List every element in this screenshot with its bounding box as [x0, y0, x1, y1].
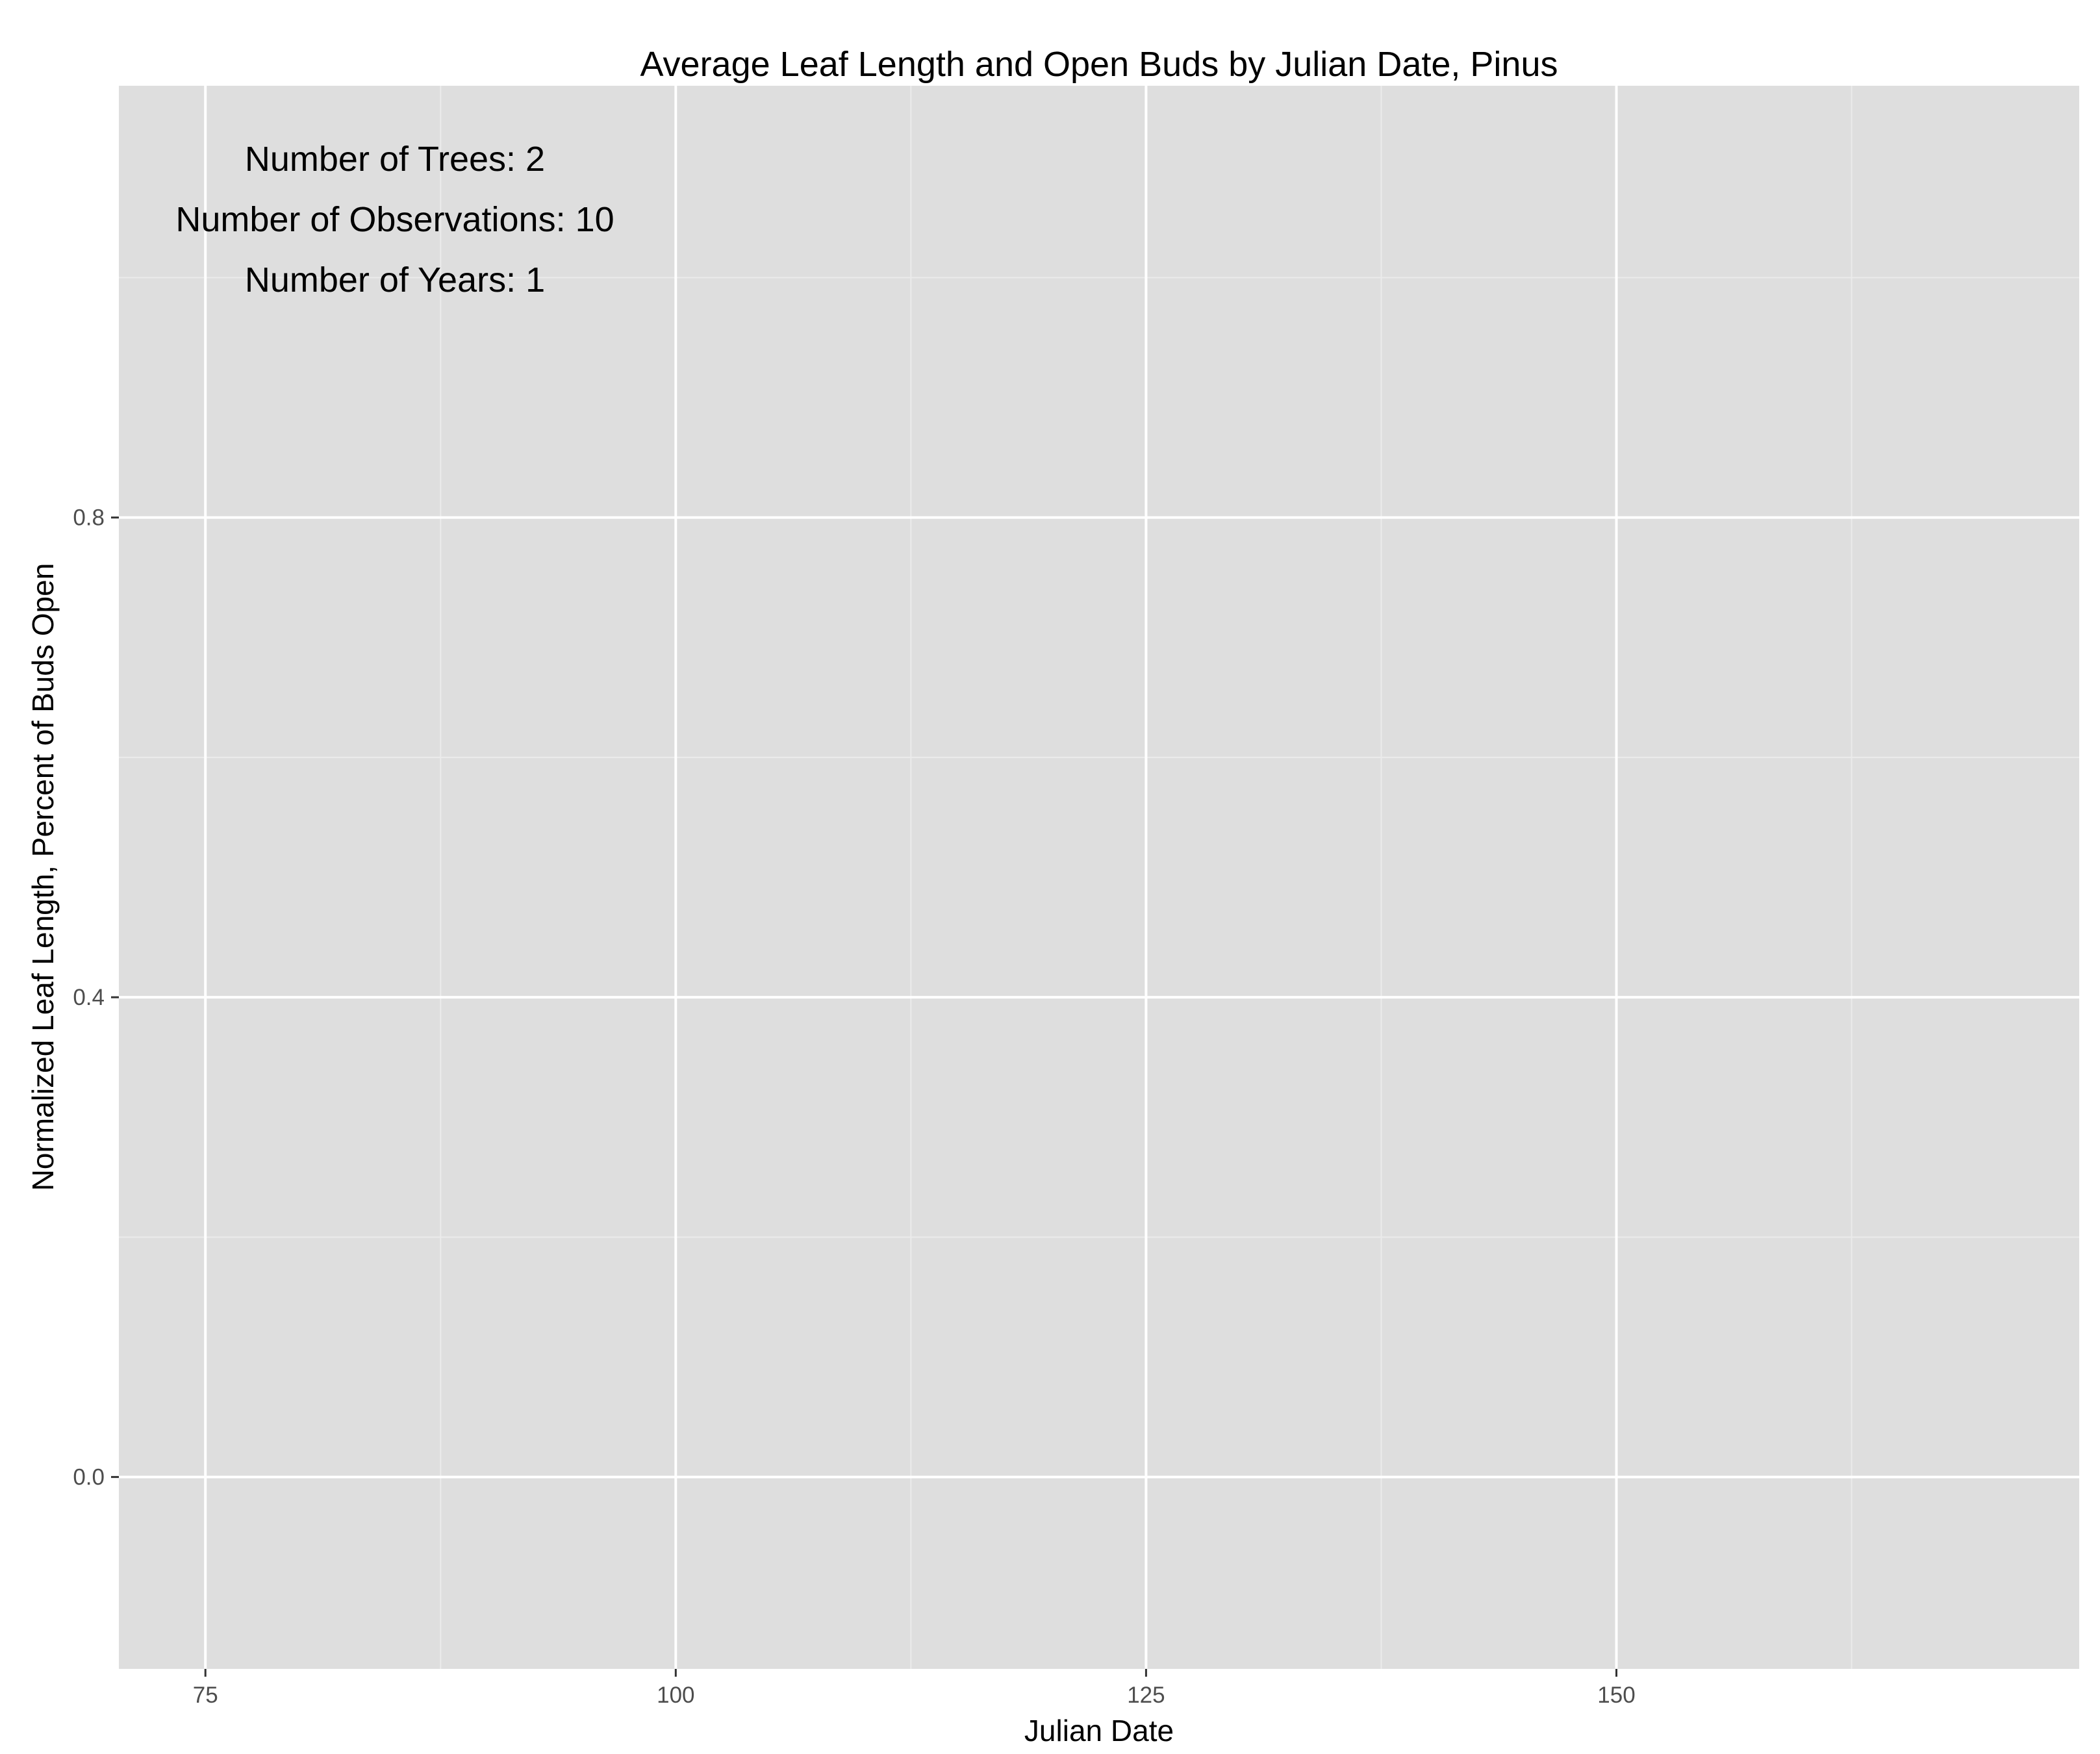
y-tick-label: 0.0: [73, 1465, 105, 1490]
x-tick-label: 100: [657, 1683, 694, 1708]
minor-grid: [119, 86, 2079, 1669]
x-axis-title: Julian Date: [1024, 1714, 1174, 1748]
y-tick-label: 0.4: [73, 985, 105, 1010]
plot-panel: [119, 86, 2079, 1669]
y-tick-label: 0.8: [73, 505, 105, 531]
chart-title: Average Leaf Length and Open Buds by Jul…: [640, 45, 1558, 84]
x-tick-label: 150: [1597, 1683, 1635, 1708]
annotation-observations: Number of Observations: 10: [175, 200, 614, 239]
tick-labels: 75 100 125 150 0.0 0.4 0.8: [73, 505, 1635, 1708]
axis-ticks: [111, 516, 1617, 1677]
x-tick-label: 125: [1127, 1683, 1165, 1708]
x-tick-label: 75: [193, 1683, 218, 1708]
annotation-years: Number of Years: 1: [245, 261, 545, 299]
major-grid: [119, 86, 2079, 1669]
annotation-trees: Number of Trees: 2: [245, 140, 545, 179]
y-axis-title: Normalized Leaf Length, Percent of Buds …: [26, 563, 60, 1191]
